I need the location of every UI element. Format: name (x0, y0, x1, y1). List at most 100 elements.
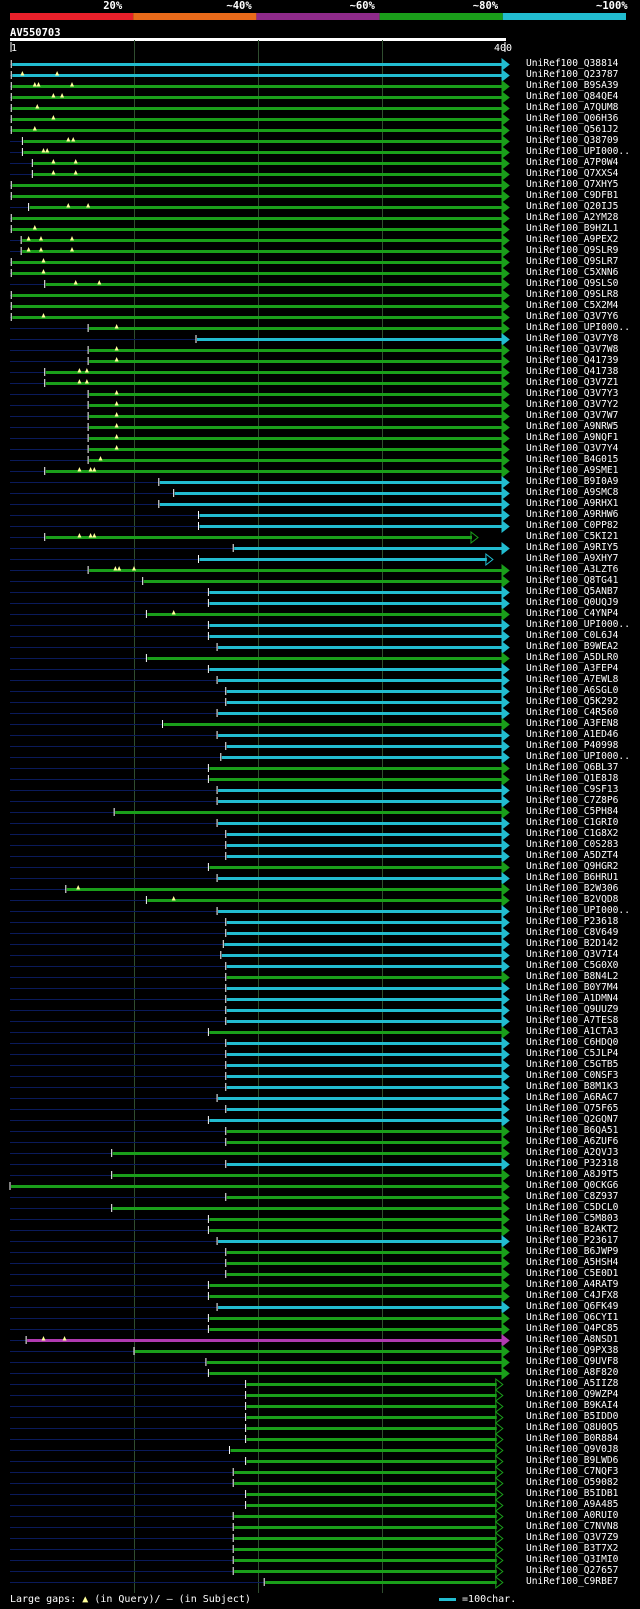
hit-label[interactable]: UniRef100_Q9UVF8 (526, 1356, 619, 1367)
hit-label[interactable]: UniRef100_B9KAI4 (526, 1400, 619, 1411)
hit-label[interactable]: UniRef100_C5M803 (526, 1213, 619, 1224)
hit-label[interactable]: UniRef100_C9SF13 (526, 784, 619, 795)
hit-label[interactable]: UniRef100_B8M1K3 (526, 1081, 619, 1092)
hit-label[interactable]: UniRef100_C7NQF3 (526, 1466, 619, 1477)
hit-label[interactable]: UniRef100_C0S283 (526, 839, 619, 850)
hit-label[interactable]: UniRef100_C0PP82 (526, 520, 619, 531)
hit-label[interactable]: UniRef100_C5X2M4 (526, 300, 619, 311)
hit-label[interactable]: UniRef100_Q0UQJ9 (526, 597, 619, 608)
hit-label[interactable]: UniRef100_P23618 (526, 916, 619, 927)
hit-label[interactable]: UniRef100_Q5ANB7 (526, 586, 619, 597)
hit-label[interactable]: UniRef100_UPI000.. (526, 146, 630, 157)
hit-label[interactable]: UniRef100_UPI000.. (526, 322, 630, 333)
hit-label[interactable]: UniRef100_Q9HGR2 (526, 861, 619, 872)
hit-label[interactable]: UniRef100_A6SGL0 (526, 685, 619, 696)
hit-label[interactable]: UniRef100_A9PEX2 (526, 234, 619, 245)
hit-label[interactable]: UniRef100_C5XNN6 (526, 267, 619, 278)
hit-label[interactable]: UniRef100_Q2GQN7 (526, 1114, 619, 1125)
hit-label[interactable]: UniRef100_C9RBE7 (526, 1576, 619, 1587)
hit-label[interactable]: UniRef100_A5DLR0 (526, 652, 619, 663)
hit-label[interactable]: UniRef100_A9RIY5 (526, 542, 619, 553)
hit-label[interactable]: UniRef100_Q6BL37 (526, 762, 619, 773)
hit-label[interactable]: UniRef100_A9A485 (526, 1499, 619, 1510)
hit-label[interactable]: UniRef100_A9NQF1 (526, 432, 619, 443)
hit-label[interactable]: UniRef100_Q3V7Y8 (526, 333, 619, 344)
hit-label[interactable]: UniRef100_A5HSH4 (526, 1257, 619, 1268)
hit-label[interactable]: UniRef100_C5GTB5 (526, 1059, 619, 1070)
hit-label[interactable]: UniRef100_C9DFB1 (526, 190, 619, 201)
hit-label[interactable]: UniRef100_Q23787 (526, 69, 619, 80)
hit-label[interactable]: UniRef100_Q1E8J8 (526, 773, 619, 784)
hit-label[interactable]: UniRef100_C6HDQ0 (526, 1037, 619, 1048)
hit-label[interactable]: UniRef100_Q27657 (526, 1565, 619, 1576)
hit-label[interactable]: UniRef100_Q38814 (526, 58, 619, 69)
hit-label[interactable]: UniRef100_A8F820 (526, 1367, 619, 1378)
hit-label[interactable]: UniRef100_UPI000.. (526, 751, 630, 762)
hit-label[interactable]: UniRef100_A9NRW5 (526, 421, 619, 432)
hit-label[interactable]: UniRef100_Q9SLR7 (526, 256, 619, 267)
hit-label[interactable]: UniRef100_C7NVN8 (526, 1521, 619, 1532)
hit-label[interactable]: UniRef100_Q561J2 (526, 124, 619, 135)
hit-label[interactable]: UniRef100_Q4PC85 (526, 1323, 619, 1334)
hit-label[interactable]: UniRef100_UPI000.. (526, 619, 630, 630)
hit-label[interactable]: UniRef100_Q3V7Y4 (526, 443, 619, 454)
hit-label[interactable]: UniRef100_C1G8X2 (526, 828, 619, 839)
hit-label[interactable]: UniRef100_Q7XXS4 (526, 168, 619, 179)
hit-label[interactable]: UniRef100_B6QA51 (526, 1125, 619, 1136)
hit-label[interactable]: UniRef100_C5KI21 (526, 531, 619, 542)
hit-label[interactable]: UniRef100_A9SMC8 (526, 487, 619, 498)
hit-label[interactable]: UniRef100_Q41739 (526, 355, 619, 366)
hit-label[interactable]: UniRef100_C5G0X0 (526, 960, 619, 971)
hit-label[interactable]: UniRef100_B0Y7M4 (526, 982, 619, 993)
hit-label[interactable]: UniRef100_A1ED46 (526, 729, 619, 740)
hit-label[interactable]: UniRef100_A7P0W4 (526, 157, 619, 168)
hit-label[interactable]: UniRef100_Q20IJ5 (526, 201, 619, 212)
hit-label[interactable]: UniRef100_B4G015 (526, 454, 619, 465)
hit-label[interactable]: UniRef100_C5E0D1 (526, 1268, 619, 1279)
hit-label[interactable]: UniRef100_A3LZT6 (526, 564, 619, 575)
hit-label[interactable]: UniRef100_Q3V7W7 (526, 410, 619, 421)
hit-label[interactable]: UniRef100_Q9SLS0 (526, 278, 619, 289)
hit-label[interactable]: UniRef100_C1GRI0 (526, 817, 619, 828)
hit-label[interactable]: UniRef100_C8V649 (526, 927, 619, 938)
hit-label[interactable]: UniRef100_P40998 (526, 740, 619, 751)
hit-label[interactable]: UniRef100_C4YNP4 (526, 608, 619, 619)
hit-label[interactable]: UniRef100_A3FEP4 (526, 663, 619, 674)
hit-label[interactable]: UniRef100_B0R884 (526, 1433, 619, 1444)
hit-label[interactable]: UniRef100_A5DZT4 (526, 850, 619, 861)
hit-label[interactable]: UniRef100_Q9UUZ9 (526, 1004, 619, 1015)
hit-label[interactable]: UniRef100_C7Z8P6 (526, 795, 619, 806)
hit-label[interactable]: UniRef100_A4RAT9 (526, 1279, 619, 1290)
hit-label[interactable]: UniRef100_A7QUM8 (526, 102, 619, 113)
hit-label[interactable]: UniRef100_A3FEN8 (526, 718, 619, 729)
hit-label[interactable]: UniRef100_C5PH84 (526, 806, 619, 817)
hit-label[interactable]: UniRef100_A2QVJ3 (526, 1147, 619, 1158)
hit-label[interactable]: UniRef100_Q3V7Z1 (526, 377, 619, 388)
hit-label[interactable]: UniRef100_Q9SLR8 (526, 289, 619, 300)
hit-label[interactable]: UniRef100_B9HZL1 (526, 223, 619, 234)
hit-label[interactable]: UniRef100_A8NSD1 (526, 1334, 619, 1345)
hit-label[interactable]: UniRef100_Q3V7I4 (526, 949, 619, 960)
hit-label[interactable]: UniRef100_B9I0A9 (526, 476, 619, 487)
hit-label[interactable]: UniRef100_C8Z937 (526, 1191, 619, 1202)
hit-label[interactable]: UniRef100_A6RAC7 (526, 1092, 619, 1103)
hit-label[interactable]: UniRef100_O59082 (526, 1477, 619, 1488)
hit-label[interactable]: UniRef100_A6ZUF6 (526, 1136, 619, 1147)
hit-label[interactable]: UniRef100_C0NSF3 (526, 1070, 619, 1081)
hit-label[interactable]: UniRef100_Q5K292 (526, 696, 619, 707)
hit-label[interactable]: UniRef100_Q6CYI1 (526, 1312, 619, 1323)
hit-label[interactable]: UniRef100_Q06H36 (526, 113, 619, 124)
hit-label[interactable]: UniRef100_A1CTA3 (526, 1026, 619, 1037)
hit-label[interactable]: UniRef100_A8J9T5 (526, 1169, 619, 1180)
hit-label[interactable]: UniRef100_Q3V7Z9 (526, 1532, 619, 1543)
hit-label[interactable]: UniRef100_P32318 (526, 1158, 619, 1169)
hit-label[interactable]: UniRef100_A9XHY7 (526, 553, 619, 564)
hit-label[interactable]: UniRef100_Q3IMI0 (526, 1554, 619, 1565)
hit-label[interactable]: UniRef100_B2AKT2 (526, 1224, 619, 1235)
hit-label[interactable]: UniRef100_B6HRU1 (526, 872, 619, 883)
hit-label[interactable]: UniRef100_Q3V7Y3 (526, 388, 619, 399)
hit-label[interactable]: UniRef100_B3T7X2 (526, 1543, 619, 1554)
hit-label[interactable]: UniRef100_Q9PX38 (526, 1345, 619, 1356)
hit-label[interactable]: UniRef100_Q7XHY5 (526, 179, 619, 190)
hit-label[interactable]: UniRef100_B9SA39 (526, 80, 619, 91)
